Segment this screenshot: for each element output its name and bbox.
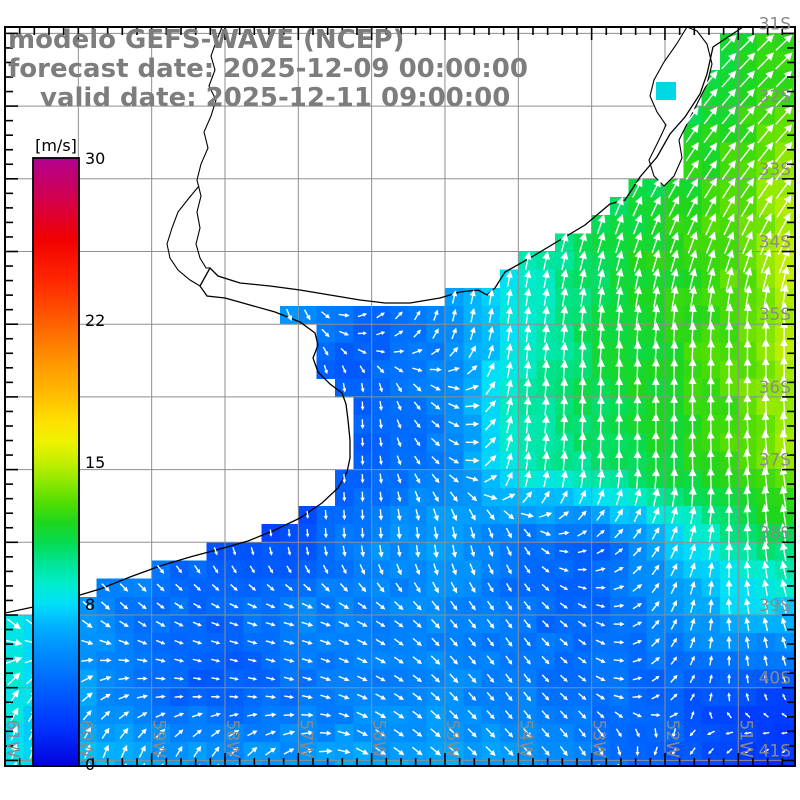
wind-arrows-layer xyxy=(5,34,795,766)
river-1 xyxy=(195,27,223,269)
coastline xyxy=(5,27,744,614)
lagoon-water-cell xyxy=(656,82,676,100)
lon-label-52W: 52W xyxy=(662,720,682,759)
river-2 xyxy=(166,185,201,287)
axis-ticks-layer xyxy=(4,27,795,766)
lon-label-58W: 58W xyxy=(222,720,242,759)
lon-label-51W: 51W xyxy=(735,720,755,759)
lat-label-39S: 39S xyxy=(759,596,791,616)
map-border xyxy=(4,26,796,767)
lat-label-41S: 41S xyxy=(759,741,791,761)
lon-label-56W: 56W xyxy=(369,720,389,759)
lagoon-outline xyxy=(648,27,713,187)
colorbar-unit-label: [m/s] xyxy=(35,136,77,155)
lat-label-35S: 35S xyxy=(759,305,791,325)
lon-label-61W: 61W xyxy=(2,720,22,759)
coastline-layer xyxy=(5,27,744,614)
lat-label-37S: 37S xyxy=(759,451,791,471)
lat-label-34S: 34S xyxy=(759,233,791,253)
lon-label-53W: 53W xyxy=(589,720,609,759)
lat-label-36S: 36S xyxy=(759,378,791,398)
colorbar-tick-15: 15 xyxy=(85,453,105,472)
lon-label-60W: 60W xyxy=(75,720,95,759)
lat-label-33S: 33S xyxy=(759,160,791,180)
lon-label-54W: 54W xyxy=(515,720,535,759)
colorbar-tick-0: 0 xyxy=(85,755,95,774)
colorbar-tick-8: 8 xyxy=(85,595,95,614)
colorbar-tick-30: 30 xyxy=(85,149,105,168)
lon-label-57W: 57W xyxy=(295,720,315,759)
colorbar-tick-22: 22 xyxy=(85,311,105,330)
colorbar-gradient xyxy=(32,157,80,767)
lat-label-32S: 32S xyxy=(759,87,791,107)
lat-label-31S: 31S xyxy=(759,14,791,34)
lat-label-40S: 40S xyxy=(759,669,791,689)
colorbar: [m/s] 30 22 15 8 0 xyxy=(32,136,105,774)
lon-label-59W: 59W xyxy=(149,720,169,759)
lat-label-38S: 38S xyxy=(759,523,791,543)
axis-labels-layer: 31S 32S 33S 34S 35S 36S 37S 38S 39S 40S 41S 61W 60W 5… xyxy=(2,14,791,761)
lon-label-55W: 55W xyxy=(442,720,462,759)
